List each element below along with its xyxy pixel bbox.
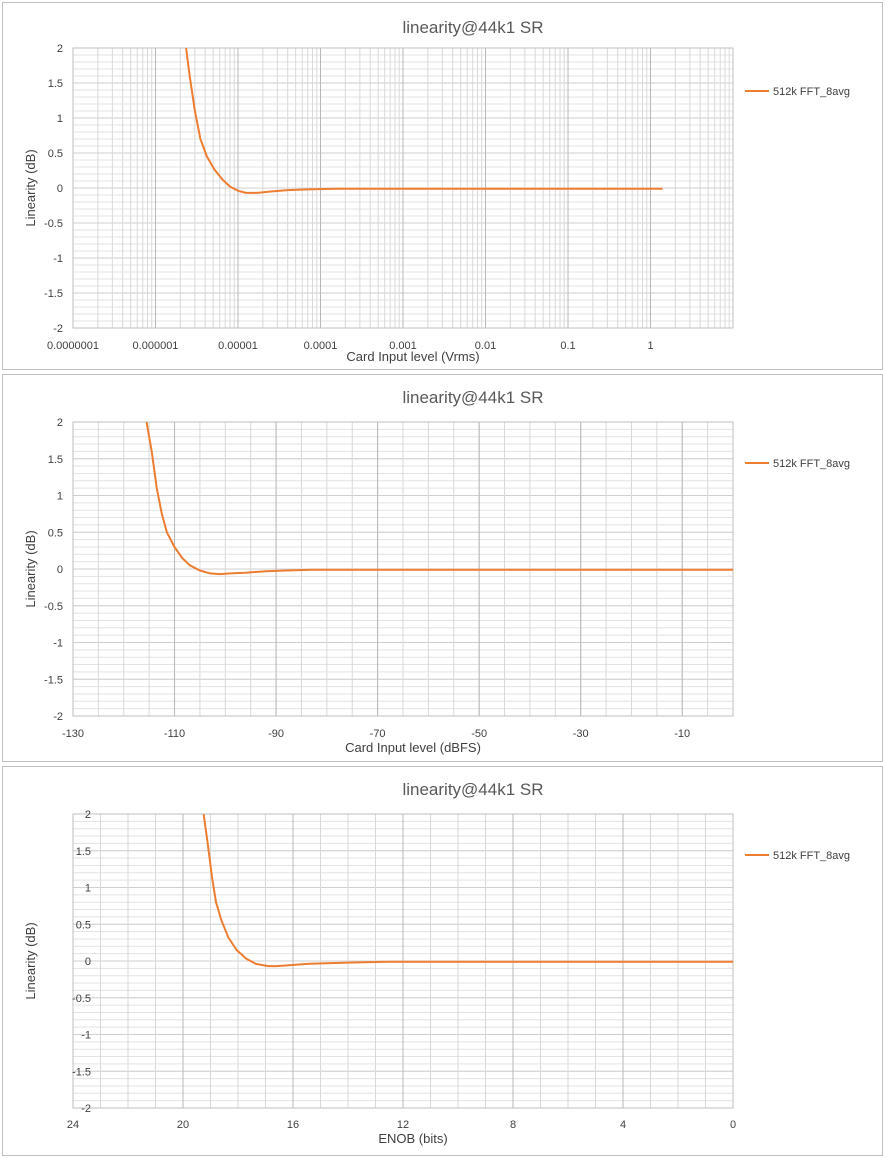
x-tick-label: 24 [67,1119,79,1131]
chart-panel-2: linearity@44k1 SR 2 1.5 1 0.5 0 -0.5 -1 -1.5 -2 -1… [2,374,883,762]
y-tick-label: 1 [57,113,63,125]
x-tick-label: -130 [62,728,84,740]
y-tick-label: -1 [53,253,63,265]
chart-1-gridlines [72,47,733,329]
y-tick-label: 0 [57,564,63,576]
chart-3-series-line [202,813,733,968]
y-tick-label: -0.5 [44,601,63,613]
y-tick-label: 0 [57,183,63,195]
chart-1-title: linearity@44k1 SR [402,18,543,37]
x-tick-label: 1 [647,340,653,352]
y-tick-label: 2 [85,809,91,821]
chart-2-series-line [145,421,733,576]
y-tick-label: -0.5 [44,218,63,230]
x-tick-label: 0 [730,1119,736,1131]
y-tick-label: 2 [57,417,63,429]
x-tick-label: -30 [573,728,589,740]
chart-3-x-axis-label: ENOB (bits) [378,1131,447,1146]
x-tick-label: 0.00001 [218,340,258,352]
y-tick-label: 1 [85,883,91,895]
x-tick-label: 4 [620,1119,626,1131]
y-tick-label: 1 [57,491,63,503]
y-tick-label: -0.5 [72,993,91,1005]
y-tick-label: 1.5 [76,846,91,858]
y-tick-label: -2 [81,1103,91,1115]
y-tick-label: 1.5 [48,78,63,90]
y-tick-label: -2 [53,323,63,335]
legend-label: 512k FFT_8avg [773,850,850,862]
x-tick-label: -110 [164,728,185,740]
chart-2-svg: linearity@44k1 SR 2 1.5 1 0.5 0 -0.5 -1 -1.5 -2 -1… [23,388,850,755]
chart-1-svg: linearity@44k1 SR 2 1.5 1 0.5 0 -0.5 -1 -1.5 -2 0.… [23,18,850,364]
x-tick-label: -10 [674,728,690,740]
x-tick-label: 16 [287,1119,299,1131]
chart-2-x-axis-label: Card Input level (dBFS) [345,740,481,755]
x-tick-label: 8 [510,1119,516,1131]
y-tick-label: -2 [53,711,63,723]
y-tick-label: -1.5 [72,1066,91,1078]
x-tick-label: -70 [370,728,386,740]
chart-3-title: linearity@44k1 SR [402,780,543,799]
x-tick-label: 0.001 [389,340,417,352]
chart-1-series-line [185,47,663,194]
x-tick-label: -50 [471,728,487,740]
y-tick-label: 2 [57,43,63,55]
y-tick-label: 0.5 [76,919,91,931]
chart-3-y-axis-label: Linearity (dB) [23,922,38,999]
x-tick-label: 20 [177,1119,189,1131]
chart-3-svg: linearity@44k1 SR 2 1.5 1 0.5 0 -0.5 -1 -1.5 -224… [23,780,850,1146]
x-tick-label: 0.01 [475,340,496,352]
y-tick-label: 0.5 [48,148,63,160]
legend-label: 512k FFT_8avg [773,458,850,470]
y-tick-label: -1 [81,1030,91,1042]
chart-1-plot-area [72,47,734,329]
y-tick-label: -1.5 [44,288,63,300]
x-tick-label: 0.0001 [304,340,338,352]
y-tick-label: 0 [85,956,91,968]
chart-panel-3: linearity@44k1 SR 2 1.5 1 0.5 0 -0.5 -1 -1.5 -2 24… [2,766,883,1156]
y-tick-label: 1.5 [48,454,63,466]
chart-1-y-axis-label: Linearity (dB) [23,149,38,226]
x-tick-label: 0.000001 [133,340,179,352]
y-tick-label: -1 [53,638,63,650]
x-tick-label: 0.1 [560,340,575,352]
y-tick-label: -1.5 [44,674,63,686]
legend-label: 512k FFT_8avg [773,86,850,98]
x-tick-label: 0.0000001 [47,340,99,352]
chart-2-y-axis-label: Linearity (dB) [23,530,38,607]
x-tick-label: 12 [397,1119,409,1131]
chart-panel-1: linearity@44k1 SR 2 1.5 1 0.5 0 -0.5 -1 -1.5 -2 0.… [2,2,883,370]
chart-1-x-axis-label: Card Input level (Vrms) [346,349,479,364]
y-tick-label: 0.5 [48,527,63,539]
chart-2-title: linearity@44k1 SR [402,388,543,407]
x-tick-label: -90 [268,728,284,740]
